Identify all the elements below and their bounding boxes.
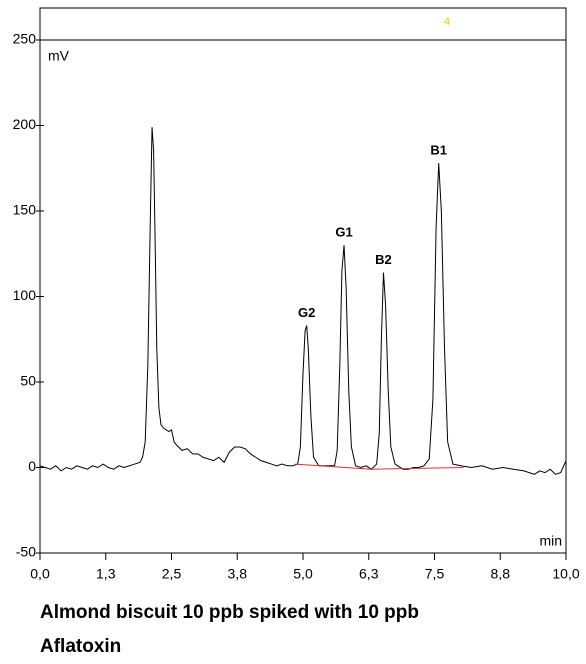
x-tick-label: 6,3: [359, 566, 379, 582]
x-tick-label: 10,0: [552, 566, 579, 582]
peak-label: G1: [335, 225, 352, 240]
peak-label: B2: [375, 252, 392, 267]
y-axis-label: mV: [48, 48, 70, 64]
trace: [295, 463, 464, 470]
x-tick-label: 5,0: [293, 566, 313, 582]
x-tick-label: 3,8: [228, 566, 248, 582]
y-tick-label: 200: [13, 116, 37, 132]
x-tick-label: 2,5: [162, 566, 182, 582]
x-tick-label: 8,8: [491, 566, 511, 582]
y-tick-label: -50: [16, 544, 36, 560]
y-tick-label: 250: [13, 31, 37, 47]
y-tick-label: 0: [28, 458, 36, 474]
trace: [39, 127, 567, 475]
event-marker: 4: [444, 16, 450, 28]
x-tick-label: 7,5: [425, 566, 445, 582]
y-tick-label: 50: [20, 373, 36, 389]
y-tick-label: 150: [13, 202, 37, 218]
plot-frame: [39, 7, 567, 554]
chart: mV min -50 0 50 100 150 200 250 0,0 1,3 2,5 3,8 5,0…: [13, 7, 580, 582]
peak-label: G2: [298, 305, 315, 320]
y-tick-label: 100: [13, 287, 37, 303]
chart-title: Almond biscuit 10 ppb spiked with 10 ppb…: [40, 602, 419, 657]
x-axis-label: min: [539, 533, 562, 549]
x-tick-label: 1,3: [96, 566, 116, 582]
x-tick-label: 0,0: [30, 566, 50, 582]
peak-label: B1: [430, 143, 447, 158]
